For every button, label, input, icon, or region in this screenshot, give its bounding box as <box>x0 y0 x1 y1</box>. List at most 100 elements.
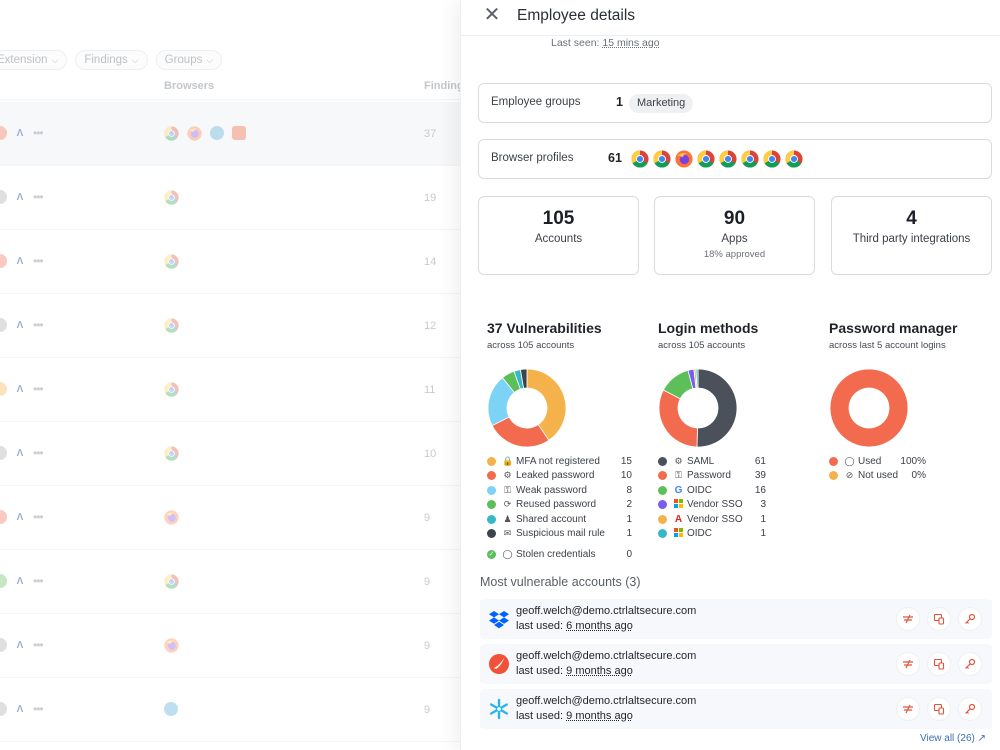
column-findings[interactable]: Findings <box>424 80 470 92</box>
table-row[interactable]: Λ ••• 10 <box>0 422 460 486</box>
filter-groups[interactable]: Groups ⌵ <box>155 50 223 70</box>
app-icon <box>0 510 7 524</box>
browser-icons <box>164 382 179 402</box>
legend-item[interactable]: Vendor SSO 3 <box>658 498 766 513</box>
more-icon[interactable]: ••• <box>33 446 44 460</box>
stat-apps[interactable]: 90 Apps 18% approved <box>654 196 815 275</box>
table-row[interactable]: Λ ••• 9 <box>0 486 460 550</box>
legend-item[interactable]: ✉ Suspicious mail rule 1 <box>487 527 632 542</box>
chrome-icon <box>719 150 737 168</box>
more-icon[interactable]: ••• <box>33 510 44 524</box>
legend-item[interactable]: G OIDC 16 <box>658 483 766 498</box>
app-icon <box>0 638 7 652</box>
view-all-link[interactable]: View all (26) ↗ <box>920 733 987 744</box>
table-row[interactable]: Λ ••• 14 <box>0 230 460 294</box>
donut-slice[interactable] <box>658 389 698 448</box>
mask-icon <box>902 613 914 625</box>
key-icon <box>964 613 976 625</box>
stat-accounts[interactable]: 105 Accounts <box>478 196 639 275</box>
legend-item[interactable]: ⟳ Reused password 2 <box>487 498 632 513</box>
table-row[interactable]: Λ ••• 9 <box>0 550 460 614</box>
browser-icons <box>164 638 179 658</box>
legend-swatch <box>829 456 838 466</box>
table-row[interactable]: Λ ••• 9 <box>0 678 460 742</box>
account-last-used: last used: 9 months ago <box>516 710 633 722</box>
legend-label: OIDC <box>687 484 712 496</box>
key-button[interactable] <box>959 653 981 675</box>
more-icon[interactable]: ••• <box>33 638 44 652</box>
more-icon[interactable]: ••• <box>33 382 44 396</box>
donut-slice[interactable] <box>695 368 699 389</box>
app-icons: Λ ••• <box>0 702 44 716</box>
legend-item[interactable]: ⚙ SAML 61 <box>658 454 766 469</box>
key-icon <box>964 658 976 670</box>
legend-swatch <box>487 485 496 495</box>
legend-label: Leaked password <box>516 470 595 482</box>
browser-icons <box>164 190 179 210</box>
table-row[interactable]: Λ ••• 11 <box>0 358 460 422</box>
donut-slice[interactable] <box>519 368 528 389</box>
microsoft-icon <box>673 499 684 510</box>
employee-groups-row[interactable]: Employee groups 1 Marketing <box>478 83 992 123</box>
table-row[interactable]: Λ ••• 19 <box>0 166 460 230</box>
panel-header: ✕ Employee details <box>461 0 1000 36</box>
devices-button[interactable] <box>928 653 950 675</box>
table-row[interactable]: Λ ••• 37 <box>0 102 460 166</box>
account-row[interactable]: geoff.welch@demo.ctrlaltsecure.com last u… <box>480 599 992 639</box>
more-icon[interactable]: ••• <box>33 702 44 716</box>
password-manager-donut[interactable] <box>829 368 909 448</box>
account-row[interactable]: geoff.welch@demo.ctrlaltsecure.com last u… <box>480 689 992 729</box>
column-browsers[interactable]: Browsers <box>164 80 215 92</box>
more-icon[interactable]: ••• <box>33 318 44 332</box>
donut-slice[interactable] <box>526 368 567 441</box>
legend-item[interactable]: ⚿ Password 39 <box>658 469 766 484</box>
login-methods-donut[interactable] <box>658 368 738 448</box>
account-row[interactable]: geoff.welch@demo.ctrlaltsecure.com last u… <box>480 644 992 684</box>
findings-count: 37 <box>424 128 437 140</box>
app-icon: Λ <box>16 575 24 587</box>
mask-button[interactable] <box>897 698 919 720</box>
legend-label: Vendor SSO <box>687 499 743 511</box>
donut-slice[interactable] <box>696 368 738 448</box>
legend-item[interactable]: ✓ ◯ Stolen credentials 0 <box>487 547 632 562</box>
legend-item[interactable]: ⊘ Not used 0% <box>829 469 926 484</box>
shield-icon: ◯ <box>844 455 855 466</box>
more-icon[interactable]: ••• <box>33 126 44 140</box>
donut-slice[interactable] <box>829 368 909 448</box>
devices-button[interactable] <box>928 698 950 720</box>
mask-button[interactable] <box>897 653 919 675</box>
account-last-used: last used: 6 months ago <box>516 620 633 632</box>
chrome-icon <box>164 190 179 210</box>
mask-button[interactable] <box>897 608 919 630</box>
legend-value: 1 <box>626 513 632 525</box>
key-button[interactable] <box>959 608 981 630</box>
stat-third-party-integrations[interactable]: 4 Third party integrations <box>831 196 992 275</box>
more-icon[interactable]: ••• <box>33 190 44 204</box>
legend-value: 3 <box>760 499 766 511</box>
chrome-icon <box>741 150 759 168</box>
mask-icon <box>902 658 914 670</box>
table-row[interactable]: Λ ••• 12 <box>0 294 460 358</box>
close-icon[interactable]: ✕ <box>483 4 501 26</box>
group-tag[interactable]: Marketing <box>629 94 694 113</box>
more-icon[interactable]: ••• <box>33 254 44 268</box>
legend-item[interactable]: ⚿ Weak password 8 <box>487 483 632 498</box>
findings-count: 12 <box>424 320 437 332</box>
legend-item[interactable]: ⚙ Leaked password 10 <box>487 469 632 484</box>
chrome-icon <box>164 254 179 274</box>
more-icon[interactable]: ••• <box>33 574 44 588</box>
legend-item[interactable]: ◯ Used 100% <box>829 454 926 469</box>
legend-item[interactable]: OIDC 1 <box>658 527 766 542</box>
filter-extension[interactable]: Extension ⌵ <box>0 50 68 70</box>
key-button[interactable] <box>959 698 981 720</box>
vulnerabilities-donut[interactable] <box>487 368 567 448</box>
legend-value: 1 <box>760 513 766 525</box>
filter-findings[interactable]: Findings ⌵ <box>75 50 148 70</box>
legend-item[interactable]: A Vendor SSO 1 <box>658 512 766 527</box>
table-row[interactable]: Λ ••• 9 <box>0 614 460 678</box>
devices-button[interactable] <box>928 608 950 630</box>
key-icon: ⚿ <box>504 484 511 495</box>
legend-item[interactable]: 🔒 MFA not registered 15 <box>487 454 632 469</box>
legend-item[interactable]: ♟ Shared account 1 <box>487 512 632 527</box>
browser-profiles-row[interactable]: Browser profiles 61 <box>478 139 992 179</box>
